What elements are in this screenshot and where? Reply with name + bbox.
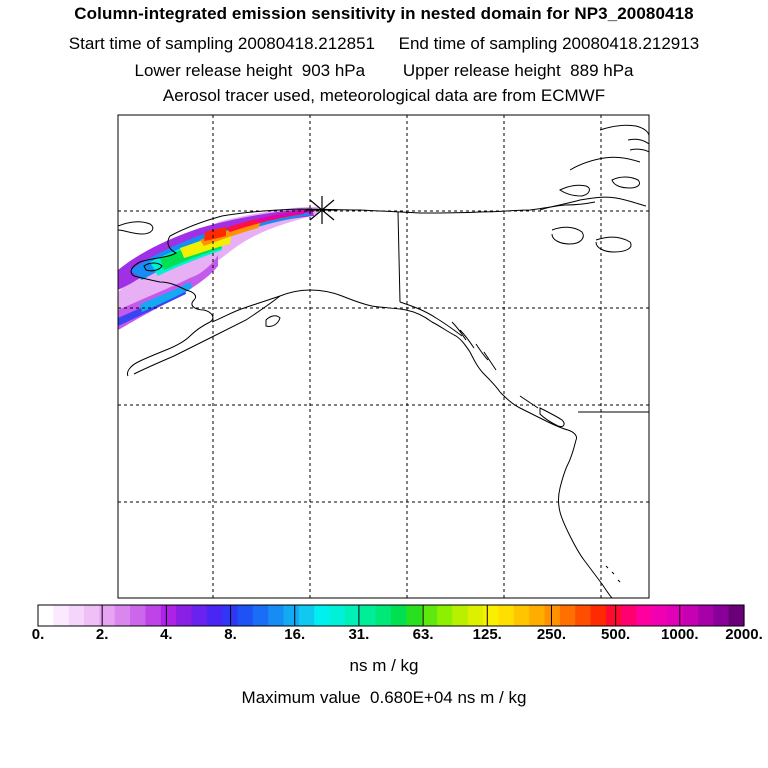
coast-kodiak	[265, 315, 281, 327]
colorbar-cell	[298, 605, 315, 626]
colorbar-cell	[206, 605, 223, 626]
colorbar-cell	[283, 605, 300, 626]
colorbar-cell	[114, 605, 131, 626]
colorbar-tick-label: 31.	[348, 626, 370, 643]
tracer-info-line: Aerosol tracer used, meteorological data…	[162, 86, 606, 105]
coast-peninsula	[133, 295, 281, 375]
colorbar-cell	[667, 605, 684, 626]
release-marker-icon	[306, 196, 338, 224]
coast-chukotka	[118, 221, 154, 235]
colorbar-cell	[559, 605, 576, 626]
colorbar-cell	[375, 605, 392, 626]
colorbar-tick-label: 2.	[95, 626, 109, 643]
maximum-value: Maximum value 0.680E+04 ns m / kg	[241, 688, 527, 707]
coast-small-isles	[605, 565, 621, 583]
sampling-time-line: Start time of sampling 20080418.212851 E…	[68, 34, 700, 53]
colorbar-cell	[513, 605, 530, 626]
colorbar-tick-label: 0.	[31, 626, 45, 643]
colorbar-cell	[575, 605, 592, 626]
colorbar-cell	[697, 605, 714, 626]
colorbar-cell	[329, 605, 346, 626]
graticule	[118, 115, 649, 598]
colorbar-cell	[68, 605, 85, 626]
border-alaska-canada	[397, 211, 463, 337]
colorbar-cell	[406, 605, 423, 626]
coast-great-bear	[551, 226, 584, 245]
colorbar-cell	[145, 605, 162, 626]
colorbar-cell	[314, 605, 331, 626]
release-height-line: Lower release height 903 hPa Upper relea…	[134, 61, 634, 80]
colorbar-cell	[483, 605, 500, 626]
colorbar-cell	[713, 605, 730, 626]
colorbar-cell	[452, 605, 469, 626]
colorbar-cell	[252, 605, 269, 626]
coast-vancouver-island	[539, 407, 565, 427]
coast-arctic-5	[611, 176, 641, 189]
colorbar-cell	[344, 605, 361, 626]
colorbar-cell	[467, 605, 484, 626]
colorbar-tick-label: 8.	[224, 626, 237, 643]
colorbar-cell	[529, 605, 546, 626]
emission-plume	[118, 206, 318, 330]
colorbar-cell	[544, 605, 561, 626]
colorbar-cell	[160, 605, 177, 626]
colorbar-cell	[84, 605, 100, 626]
colorbar-cell	[421, 605, 438, 626]
coast-arctic-4	[559, 184, 590, 197]
colorbar-tick-label: 125.	[472, 626, 502, 643]
colorbar-cell	[651, 605, 668, 626]
map-frame	[117, 114, 650, 599]
colorbar-tick-label: 63.	[412, 626, 434, 643]
coast-hudson	[627, 138, 649, 153]
colorbar-cell	[605, 605, 622, 626]
colorbar-cell	[191, 605, 208, 626]
coast-islands	[451, 321, 539, 409]
colorbar-tick-label: 4.	[160, 626, 173, 643]
colorbar-cell	[391, 605, 407, 626]
coast-st-lawrence	[143, 262, 163, 272]
coast-us-west	[558, 439, 613, 598]
colorbar-cell	[99, 605, 116, 626]
colorbar-tick-label: 250.	[536, 626, 567, 643]
colorbar-cell	[682, 605, 699, 626]
plume-lower-mid	[140, 282, 192, 312]
colorbar-cell	[130, 605, 147, 626]
colorbar-cell	[360, 605, 377, 626]
colorbar-tick-label: 1000.	[661, 626, 699, 643]
colorbar-tick-label: 16.	[284, 626, 306, 643]
colorbar-cell	[498, 605, 515, 626]
colorbar-cell	[176, 605, 193, 626]
colorbar-cell	[590, 605, 607, 626]
colorbar-tick-label: 2000.	[725, 626, 763, 643]
plume-core-red	[204, 227, 226, 241]
plume-blue	[130, 211, 310, 280]
coast-arctic-2	[569, 156, 641, 171]
colorbar-cell	[53, 605, 70, 626]
coast-bc	[499, 391, 577, 441]
colorbar-frame	[37, 604, 745, 627]
colorbar-cell	[437, 605, 453, 626]
coast-arctic-3	[599, 124, 649, 137]
plot-title: Column-integrated emission sensitivity i…	[74, 4, 694, 23]
colorbar-cell	[621, 605, 638, 626]
coast-alaska-west	[127, 235, 214, 377]
colorbar-cell	[38, 605, 54, 626]
coast-arctic-1	[539, 196, 647, 211]
colorbar-cell	[728, 605, 745, 626]
plume-magenta	[255, 209, 315, 222]
colorbar-cell	[237, 605, 254, 626]
colorbar-cell	[268, 605, 285, 626]
colorbar-cell	[636, 605, 653, 626]
colorbar-units: ns m / kg	[349, 656, 419, 675]
colorbar-tick-label: 500.	[601, 626, 631, 643]
